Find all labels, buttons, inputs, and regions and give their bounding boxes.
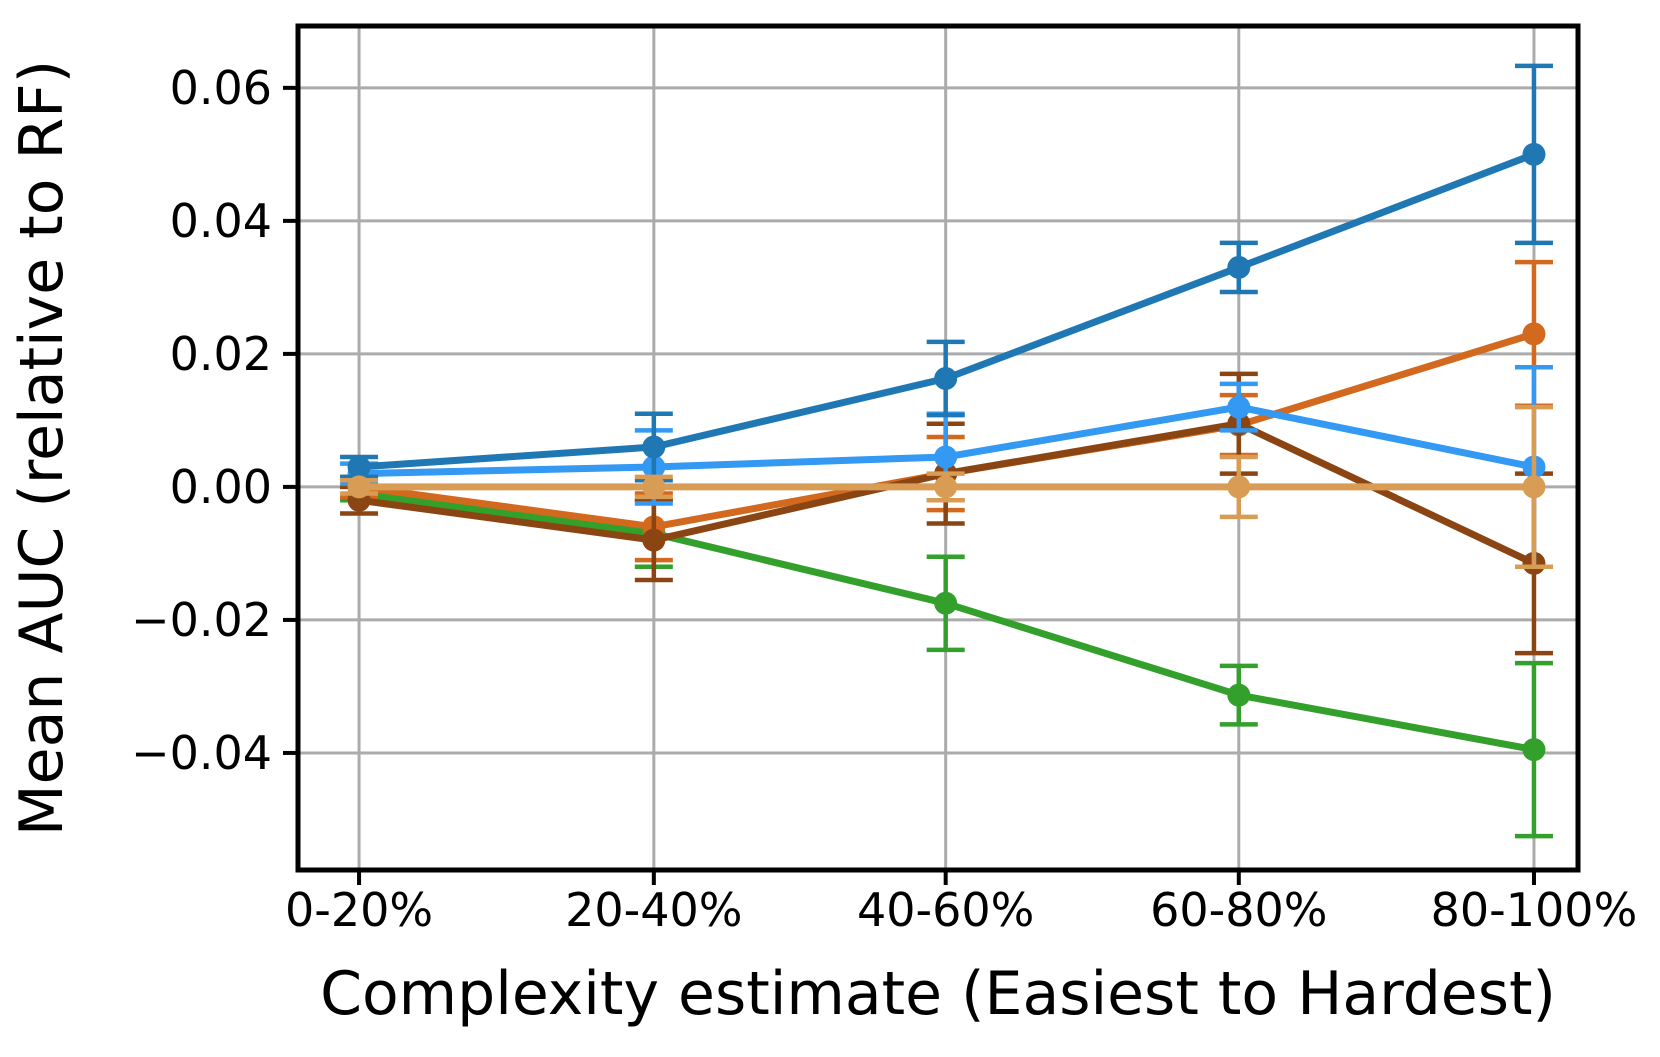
x-tick-label: 80-100%	[1431, 883, 1638, 937]
y-tick-label: −0.02	[131, 593, 272, 647]
data-point	[1522, 322, 1546, 346]
x-axis-label: Complexity estimate (Easiest to Hardest)	[320, 959, 1556, 1029]
data-point	[347, 455, 371, 479]
y-tick-label: 0.00	[170, 460, 272, 514]
data-point	[934, 366, 958, 390]
data-point	[1522, 142, 1546, 166]
data-point	[934, 475, 958, 499]
x-tick-label: 40-60%	[857, 883, 1034, 937]
y-axis-label: Mean AUC (relative to RF)	[7, 60, 77, 836]
x-tick-label: 60-80%	[1150, 883, 1327, 937]
x-tick-label: 20-40%	[565, 883, 742, 937]
x-tick-label: 0-20%	[285, 883, 433, 937]
plot-border	[295, 23, 1581, 873]
axes	[283, 23, 1581, 885]
y-tick-label: 0.06	[170, 61, 272, 115]
data-point	[642, 528, 666, 552]
y-tick-label: −0.04	[131, 726, 272, 780]
data-point	[1227, 475, 1251, 499]
y-tick-label: 0.04	[170, 194, 272, 248]
data-point	[1227, 683, 1251, 707]
data-point	[1522, 738, 1546, 762]
gridlines	[298, 26, 1578, 870]
y-tick-label: 0.02	[170, 327, 272, 381]
data-point	[1522, 475, 1546, 499]
data-point	[1227, 255, 1251, 279]
data-point	[642, 475, 666, 499]
data-point	[347, 475, 371, 499]
series-layer	[340, 63, 1553, 839]
data-point	[934, 591, 958, 615]
tick-labels: 0.06 0.04 0.02 0.00 −0.02 −0.04 0-20% 20-40% 40-…	[131, 61, 1637, 937]
series-dark-blue	[340, 63, 1553, 483]
series-tan	[340, 404, 1553, 569]
data-point	[642, 435, 666, 459]
data-point	[1227, 395, 1251, 419]
data-point	[934, 445, 958, 469]
